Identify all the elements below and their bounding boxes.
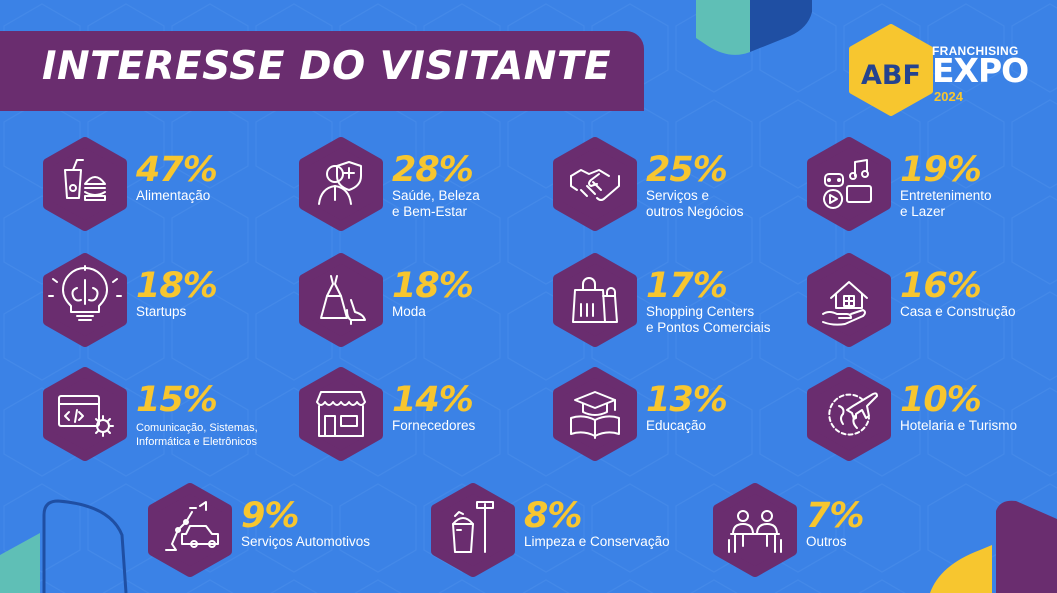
interest-item: 16% Casa e Construção <box>806 252 1056 348</box>
interest-item: 19% Entretenimento e Lazer <box>806 136 1056 232</box>
interest-label: Outros <box>806 534 847 550</box>
logo-hexagon <box>849 24 933 116</box>
health-doctor-icon <box>298 136 384 232</box>
interest-label-line: Informática e Eletrônicos <box>136 436 258 448</box>
interest-label-line: e Bem-Estar <box>392 204 468 219</box>
interest-label: Casa e Construção <box>900 304 1016 320</box>
logo-abf-text: ABF <box>861 60 921 91</box>
interest-percent: 13% <box>646 380 728 420</box>
interest-label: Serviços e outros Negócios <box>646 188 744 220</box>
interest-label: Comunicação, Sistemas, Informática e Elet… <box>136 421 258 449</box>
interest-item: 15% Comunicação, Sistemas, Informática e E… <box>42 366 292 462</box>
interest-label-line: Moda <box>392 304 426 319</box>
logo-expo-text: EXPO <box>932 51 1029 90</box>
interest-item: 18% Startups <box>42 252 292 348</box>
people-table-icon <box>712 482 798 578</box>
interest-label: Saúde, Beleza e Bem-Estar <box>392 188 480 220</box>
interest-label: Serviços Automotivos <box>241 534 370 550</box>
interest-label: Moda <box>392 304 426 320</box>
interest-item: 18% Moda <box>298 252 548 348</box>
interest-label-line: Entretenimento <box>900 188 992 203</box>
interest-percent: 28% <box>392 150 474 190</box>
interest-label-line: e Lazer <box>900 204 946 219</box>
handshake-icon <box>552 136 638 232</box>
interest-percent: 47% <box>136 150 218 190</box>
car-robot-icon <box>147 482 233 578</box>
interest-label-line: Serviços e <box>646 188 710 203</box>
interest-percent: 14% <box>392 380 474 420</box>
interest-item: 10% Hotelaria e Turismo <box>806 366 1056 462</box>
interest-item: 7% Outros <box>712 482 982 578</box>
interest-label-line: outros Negócios <box>646 204 744 219</box>
interest-label-line: Shopping Centers <box>646 304 755 319</box>
interest-percent: 9% <box>241 496 299 536</box>
interest-percent: 17% <box>646 266 728 306</box>
interest-label: Hotelaria e Turismo <box>900 418 1017 434</box>
interest-label: Educação <box>646 418 706 434</box>
interest-label-line: e Pontos Comerciais <box>646 320 771 335</box>
interest-label-line: Alimentação <box>136 188 211 203</box>
house-hand-icon <box>806 252 892 348</box>
interest-item: 8% Limpeza e Conservação <box>430 482 700 578</box>
interest-item: 25% Serviços e outros Negócios <box>552 136 802 232</box>
interest-percent: 18% <box>392 266 474 306</box>
globe-plane-icon <box>806 366 892 462</box>
interest-percent: 8% <box>524 496 582 536</box>
storefront-icon <box>298 366 384 462</box>
interest-label: Limpeza e Conservação <box>524 534 670 550</box>
logo-franchising-text: FRANCHISING <box>932 44 1019 58</box>
code-window-icon <box>42 366 128 462</box>
interest-label-line: Hotelaria e Turismo <box>900 418 1018 433</box>
interest-label-line: Comunicação, Sistemas, <box>136 422 258 434</box>
page-title: INTERESSE DO VISITANTE <box>42 44 612 89</box>
interest-label: Alimentação <box>136 188 210 204</box>
interest-percent: 19% <box>900 150 982 190</box>
interest-label-line: Limpeza e Conservação <box>524 534 670 549</box>
interest-item: 13% Educação <box>552 366 802 462</box>
interest-label-line: Saúde, Beleza <box>392 188 480 203</box>
food-drink-icon <box>42 136 128 232</box>
interest-label-line: Outros <box>806 534 847 549</box>
abf-franchising-expo-logo: ABF FRANCHISING EXPO 2024 <box>848 24 1038 116</box>
interest-percent: 25% <box>646 150 728 190</box>
interest-label: Shopping Centers e Pontos Comerciais <box>646 304 771 336</box>
fashion-dress-icon <box>298 252 384 348</box>
lightbulb-brain-icon <box>42 252 128 348</box>
title-banner <box>0 31 644 111</box>
interest-item: 28% Saúde, Beleza e Bem-Estar <box>298 136 548 232</box>
interest-label-line: Casa e Construção <box>900 304 1016 319</box>
deco-bottom-right-shapes <box>930 500 1057 593</box>
interest-percent: 16% <box>900 266 982 306</box>
bucket-broom-icon <box>430 482 516 578</box>
interest-percent: 10% <box>900 380 982 420</box>
interest-item: 9% Serviços Automotivos <box>147 482 417 578</box>
entertainment-icon <box>806 136 892 232</box>
deco-top-shapes <box>696 0 812 55</box>
interest-label-line: Educação <box>646 418 707 433</box>
interest-percent: 15% <box>136 380 218 420</box>
interest-label: Entretenimento e Lazer <box>900 188 992 220</box>
interest-item: 17% Shopping Centers e Pontos Comerciais <box>552 252 802 348</box>
interest-label: Fornecedores <box>392 418 475 434</box>
interest-item: 14% Fornecedores <box>298 366 548 462</box>
logo-year-text: 2024 <box>934 89 963 104</box>
interest-label-line: Startups <box>136 304 187 319</box>
interest-label: Startups <box>136 304 186 320</box>
graduation-book-icon <box>552 366 638 462</box>
interest-item: 47% Alimentação <box>42 136 292 232</box>
interest-label-line: Fornecedores <box>392 418 476 433</box>
interest-label-line: Serviços Automotivos <box>241 534 371 549</box>
interest-percent: 7% <box>806 496 864 536</box>
shopping-bag-icon <box>552 252 638 348</box>
interest-percent: 18% <box>136 266 218 306</box>
deco-bottom-left-shapes <box>0 499 128 593</box>
